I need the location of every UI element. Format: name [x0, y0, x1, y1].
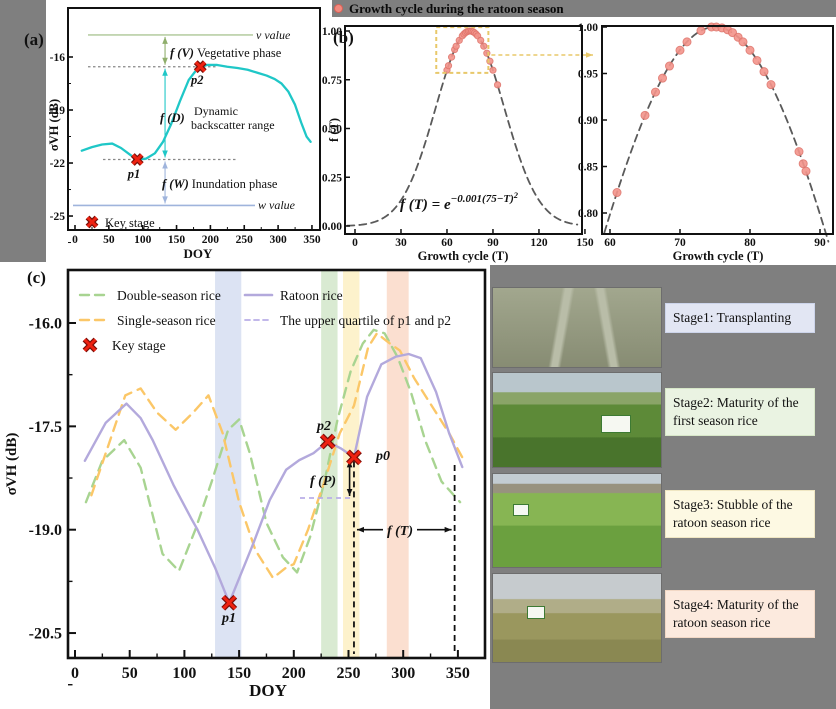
gaussian-formula: f (T) = e−0.001(75−T)2	[400, 190, 519, 213]
p1-label-c: p1	[221, 611, 236, 626]
svg-text:-25: -25	[50, 211, 66, 223]
panel-a-tag: (a)	[24, 30, 44, 49]
svg-text:0.80: 0.80	[578, 208, 598, 220]
svg-text:80: 80	[744, 237, 756, 249]
p2-label-c: p2	[316, 419, 331, 434]
v-value-label: v value	[256, 28, 291, 42]
svg-text:-19.0: -19.0	[29, 522, 62, 539]
panel-a-chart: 0 50 100 150 200 250 300 350 -16 -19 -22 -25 σVH (d…	[47, 7, 330, 261]
legend-single-season: Single-season rice	[117, 313, 216, 328]
panel-c-xlabel: DOY	[249, 681, 287, 700]
legend-ratoon: Ratoon rice	[280, 288, 343, 303]
svg-text:150: 150	[168, 234, 186, 246]
fp-label: f (P)	[310, 474, 336, 489]
svg-text:250: 250	[236, 234, 254, 246]
panel-b-right-xlabel: Growth cycle (T)	[673, 249, 764, 263]
svg-text:-20.5: -20.5	[29, 626, 62, 643]
panel-b-left-xlabel: Growth cycle (T)	[418, 249, 509, 263]
panel-a-ylabel: σVH (dB)	[47, 99, 61, 151]
svg-text:0.95: 0.95	[578, 69, 598, 81]
svg-text:200: 200	[202, 234, 220, 246]
panel-b-tag: (b)	[333, 28, 354, 47]
panel-b-legend: Growth cycle during the ratoon season	[334, 0, 564, 17]
photo-stage4-ratoon-maturity	[492, 573, 662, 663]
svg-text:-17.5: -17.5	[29, 419, 62, 436]
legend-quartile: The upper quartile of p1 and p2	[280, 313, 451, 328]
stage4-label: Stage4: Maturity of the ratoon season ri…	[665, 590, 815, 639]
svg-text:0: 0	[72, 234, 78, 246]
svg-text:30: 30	[395, 237, 407, 249]
svg-text:0.25: 0.25	[322, 172, 342, 184]
stage1-label: Stage1: Transplanting	[665, 303, 815, 334]
legend-key-stage: Key stage	[112, 338, 166, 353]
svg-text:50: 50	[103, 234, 115, 246]
svg-text:1.00: 1.00	[322, 26, 342, 38]
stage3-label: Stage3: Stubble of the ratoon season ric…	[665, 490, 815, 539]
svg-text:150: 150	[227, 665, 251, 682]
svg-text:200: 200	[282, 665, 306, 682]
svg-text:0.75: 0.75	[322, 75, 342, 87]
svg-text:60: 60	[441, 237, 453, 249]
panel-c-chart: 0 50 100 150 200 250 300 350 -16.0 -17.5 -19.0 -20.…	[4, 268, 487, 700]
svg-text:-16.0: -16.0	[29, 316, 62, 333]
svg-text:0.00: 0.00	[322, 221, 342, 233]
panel-b-ylabel: f (T)	[327, 118, 341, 142]
svg-text:100: 100	[172, 665, 196, 682]
photo-stage2-first-season-maturity	[492, 372, 662, 468]
key-stage-label-a: Key stage	[105, 216, 155, 230]
panel-a-xlabel: DOY	[184, 246, 214, 261]
svg-text:300: 300	[269, 234, 287, 246]
panel-c-ylabel: σVH (dB)	[4, 433, 20, 496]
svg-text:350: 350	[303, 234, 321, 246]
svg-text:1.00: 1.00	[578, 22, 598, 34]
growth-cycle-dot-icon	[334, 4, 343, 13]
p1-label-a: p1	[127, 167, 141, 181]
svg-text:50: 50	[122, 665, 138, 682]
svg-text:100: 100	[134, 234, 152, 246]
svg-text:0: 0	[71, 665, 79, 682]
photo-stage3-ratoon-stubble	[492, 473, 662, 568]
w-value-label: w value	[258, 198, 296, 212]
svg-text:150: 150	[576, 237, 594, 249]
svg-text:0: 0	[352, 237, 358, 249]
panel-c-tag: (c)	[27, 268, 46, 287]
panel-b-legend-label: Growth cycle during the ratoon season	[349, 0, 564, 16]
dynamic-range-label-line1: Dynamic	[194, 104, 238, 118]
p0-label-c: p0	[375, 449, 390, 464]
panel-b-charts: 0 30 60 90 120 150 0.00 0.25 0.50 0.75 1.00 60 70 80 9…	[322, 22, 834, 263]
p2-label-a: p2	[190, 73, 204, 87]
dynamic-range-label-line2: backscatter range	[191, 118, 275, 132]
svg-text:60: 60	[604, 237, 616, 249]
svg-text:-19: -19	[50, 105, 66, 117]
field-sign	[601, 415, 631, 433]
svg-text:-16: -16	[50, 52, 66, 64]
svg-text:250: 250	[337, 665, 361, 682]
svg-text:300: 300	[391, 665, 415, 682]
svg-text:-22: -22	[50, 158, 66, 170]
stage2-label: Stage2: Maturity of the first season ric…	[665, 388, 815, 437]
svg-text:120: 120	[530, 237, 548, 249]
svg-text:350: 350	[446, 665, 470, 682]
ft-label: f (T)	[387, 524, 413, 539]
svg-text:0.50: 0.50	[322, 124, 342, 136]
field-sign	[527, 606, 545, 619]
vegetative-phase-label: f (V) Vegetative phase	[170, 46, 282, 60]
inundation-phase-label: f (W) Inundation phase	[162, 177, 278, 191]
dynamic-range-f-label: f (D)	[160, 111, 185, 125]
field-sign	[513, 504, 529, 516]
svg-text:90: 90	[487, 237, 499, 249]
svg-text:0.90: 0.90	[578, 115, 598, 127]
svg-text:90: 90	[814, 237, 826, 249]
legend-double-season: Double-season rice	[117, 288, 221, 303]
photo-stage1-transplanting	[492, 287, 662, 368]
svg-text:0.85: 0.85	[578, 162, 598, 174]
svg-text:70: 70	[674, 237, 686, 249]
